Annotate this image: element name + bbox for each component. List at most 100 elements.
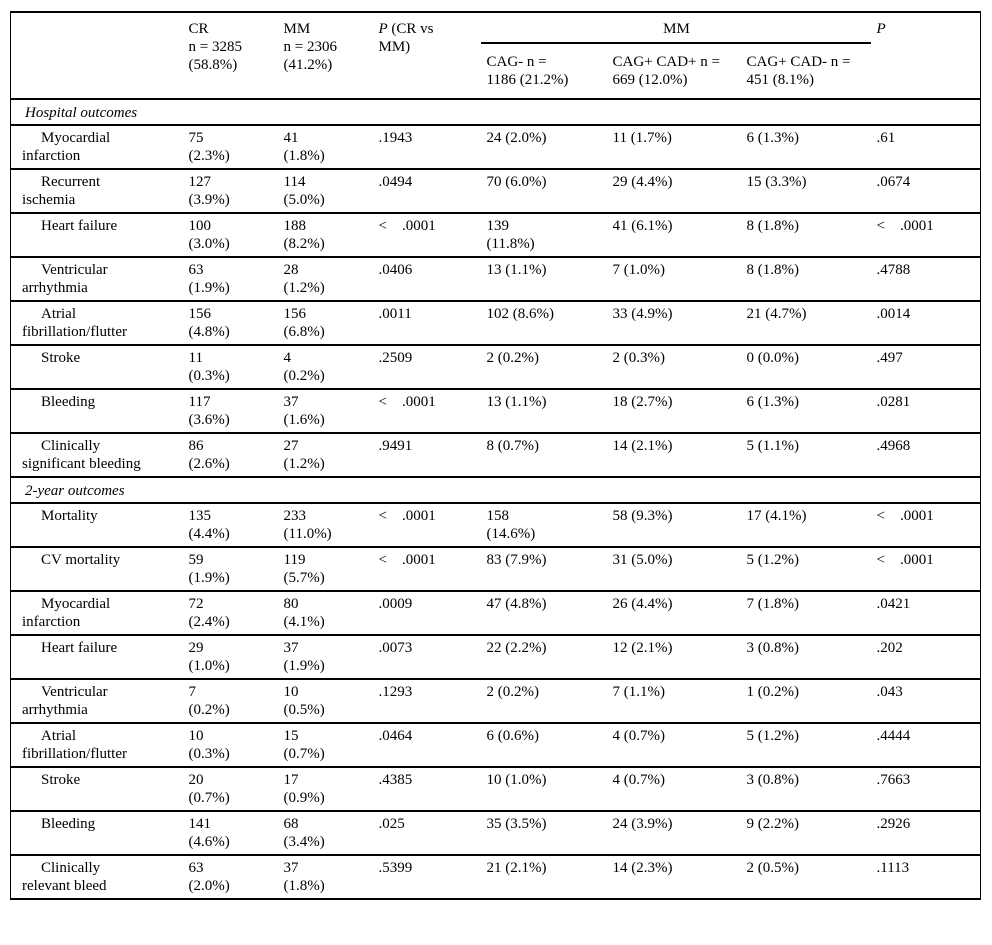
header-col-cr: CR n = 3285 (58.8%) [188, 21, 242, 73]
cell-cag-pos-cad-neg: 6 (1.3%) [740, 124, 871, 169]
cell-cag-neg: 102 (8.6%) [480, 300, 607, 345]
table-row: Atrial fibrillation/flutter 10 (0.3%) 15 (… [10, 722, 981, 767]
cell-p-mm: .0281 [870, 388, 981, 433]
cell-cag-neg: 2 (0.2%) [480, 678, 607, 723]
table-row: Atrial fibrillation/flutter 156 (4.8%) 156… [10, 300, 981, 345]
cell-p-mm: .61 [870, 124, 981, 169]
cell-mm: 233 (11.0%) [277, 502, 373, 547]
cell-mm: 156 (6.8%) [277, 300, 373, 345]
cell-mm: 188 (8.2%) [277, 212, 373, 257]
cell-cr: 7 (0.2%) [182, 678, 278, 723]
cell-mm: 4 (0.2%) [277, 344, 373, 389]
cell-p-cr-vs-mm: < .0001 [372, 546, 481, 591]
cell-cag-neg: 13 (1.1%) [480, 256, 607, 301]
cell-p-mm: .4968 [870, 432, 981, 477]
cell-cag-pos-cad-pos: 7 (1.1%) [606, 678, 741, 723]
table-row: Clinically relevant bleed 63 (2.0%) 37 (1.… [10, 854, 981, 899]
p-symbol: P [378, 21, 388, 37]
cell-p-mm: < .0001 [870, 502, 981, 547]
table-row: Ventricular arrhythmia 7 (0.2%) 10 (0.5%).… [10, 678, 981, 723]
cell-p-mm: .7663 [870, 766, 981, 811]
cell-cag-neg: 70 (6.0%) [480, 168, 607, 213]
cell-p-mm: < .0001 [870, 546, 981, 591]
row-label: Heart failure [10, 634, 183, 679]
row-label: Clinically significant bleeding [10, 432, 183, 477]
cell-cag-pos-cad-neg: 8 (1.8%) [740, 256, 871, 301]
cell-cag-pos-cad-neg: 15 (3.3%) [740, 168, 871, 213]
cell-p-mm: .497 [870, 344, 981, 389]
header-col-cag-neg: CAG- n = 1186 (21.2%) [486, 54, 569, 88]
cell-cag-pos-cad-neg: 21 (4.7%) [740, 300, 871, 345]
cell-cag-pos-cad-pos: 33 (4.9%) [606, 300, 741, 345]
cell-cr: 59 (1.9%) [182, 546, 278, 591]
cell-cag-pos-cad-neg: 7 (1.8%) [740, 590, 871, 635]
table-header: CR n = 3285 (58.8%) MM n = 2306 (41.2%) … [11, 12, 981, 99]
cell-p-cr-vs-mm: .0011 [372, 300, 481, 345]
cell-mm: 27 (1.2%) [277, 432, 373, 477]
cell-p-cr-vs-mm: .0494 [372, 168, 481, 213]
row-label: CV mortality [10, 546, 183, 591]
cell-cr: 10 (0.3%) [182, 722, 278, 767]
cell-cag-pos-cad-neg: 8 (1.8%) [740, 212, 871, 257]
cell-mm: 41 (1.8%) [277, 124, 373, 169]
row-label: Ventricular arrhythmia [10, 678, 183, 723]
cell-cag-pos-cad-neg: 1 (0.2%) [740, 678, 871, 723]
section-header-row: 2-year outcomes [10, 476, 981, 503]
row-label: Stroke [10, 766, 183, 811]
cell-p-cr-vs-mm: .1293 [372, 678, 481, 723]
cell-cr: 20 (0.7%) [182, 766, 278, 811]
cell-cag-pos-cad-neg: 0 (0.0%) [740, 344, 871, 389]
header-empty-cell [11, 12, 183, 99]
cell-cag-pos-cad-pos: 12 (2.1%) [606, 634, 741, 679]
cell-cr: 86 (2.6%) [182, 432, 278, 477]
cell-cr: 141 (4.6%) [182, 810, 278, 855]
cell-p-cr-vs-mm: .1943 [372, 124, 481, 169]
table-row: Heart failure 29 (1.0%) 37 (1.9%) .0073 22 (… [10, 634, 981, 679]
cell-p-mm: < .0001 [870, 212, 981, 257]
cell-p-mm: .0421 [870, 590, 981, 635]
cell-cag-pos-cad-pos: 4 (0.7%) [606, 722, 741, 767]
table-row: Bleeding 117 (3.6%) 37 (1.6%) < .0001 13 (1.… [10, 388, 981, 433]
header-row-sub: CAG- n = 1186 (21.2%) CAG+ CAD+ n = 669 … [11, 43, 981, 99]
header-col-p-mm: P [876, 21, 886, 37]
table-row: CV mortality 59 (1.9%) 119 (5.7%) < .0001 83… [10, 546, 981, 591]
cell-p-cr-vs-mm: .4385 [372, 766, 481, 811]
header-col-mm: MM n = 2306 (41.2%) [283, 21, 337, 73]
cell-cag-pos-cad-pos: 7 (1.0%) [606, 256, 741, 301]
cell-mm: 17 (0.9%) [277, 766, 373, 811]
cell-p-mm: .2926 [870, 810, 981, 855]
row-label: Recurrent ischemia [10, 168, 183, 213]
cell-cr: 72 (2.4%) [182, 590, 278, 635]
cell-p-cr-vs-mm: .0009 [372, 590, 481, 635]
cell-mm: 10 (0.5%) [277, 678, 373, 723]
outcomes-table: CR n = 3285 (58.8%) MM n = 2306 (41.2%) … [10, 11, 982, 900]
cell-mm: 114 (5.0%) [277, 168, 373, 213]
cell-cag-pos-cad-neg: 3 (0.8%) [740, 634, 871, 679]
cell-cag-pos-cad-pos: 31 (5.0%) [606, 546, 741, 591]
cell-p-mm: .0674 [870, 168, 981, 213]
header-group-mm: MM [480, 12, 871, 44]
cell-p-cr-vs-mm: < .0001 [372, 502, 481, 547]
cell-p-cr-vs-mm: < .0001 [372, 388, 481, 433]
header-row-main: CR n = 3285 (58.8%) MM n = 2306 (41.2%) … [11, 12, 981, 73]
row-label: Bleeding [10, 810, 183, 855]
cell-mm: 37 (1.8%) [277, 854, 373, 899]
table-row: Bleeding 141 (4.6%) 68 (3.4%) .025 35 (3.5%)… [10, 810, 981, 855]
cell-mm: 68 (3.4%) [277, 810, 373, 855]
cell-p-mm: .1113 [870, 854, 981, 899]
cell-cag-pos-cad-pos: 4 (0.7%) [606, 766, 741, 811]
cell-cag-pos-cad-neg: 5 (1.2%) [740, 722, 871, 767]
cell-cag-pos-cad-pos: 14 (2.3%) [606, 854, 741, 899]
cell-p-cr-vs-mm: .9491 [372, 432, 481, 477]
cell-cag-pos-cad-pos: 18 (2.7%) [606, 388, 741, 433]
p-cr-vs-mm-text: (CR vs MM) [378, 21, 434, 55]
cell-mm: 80 (4.1%) [277, 590, 373, 635]
cell-p-mm: .0014 [870, 300, 981, 345]
cell-cag-pos-cad-neg: 5 (1.2%) [740, 546, 871, 591]
row-label: Myocardial infarction [10, 590, 183, 635]
cell-p-mm: .4444 [870, 722, 981, 767]
cell-cag-pos-cad-pos: 41 (6.1%) [606, 212, 741, 257]
cell-cag-pos-cad-pos: 14 (2.1%) [606, 432, 741, 477]
cell-p-cr-vs-mm: .0406 [372, 256, 481, 301]
